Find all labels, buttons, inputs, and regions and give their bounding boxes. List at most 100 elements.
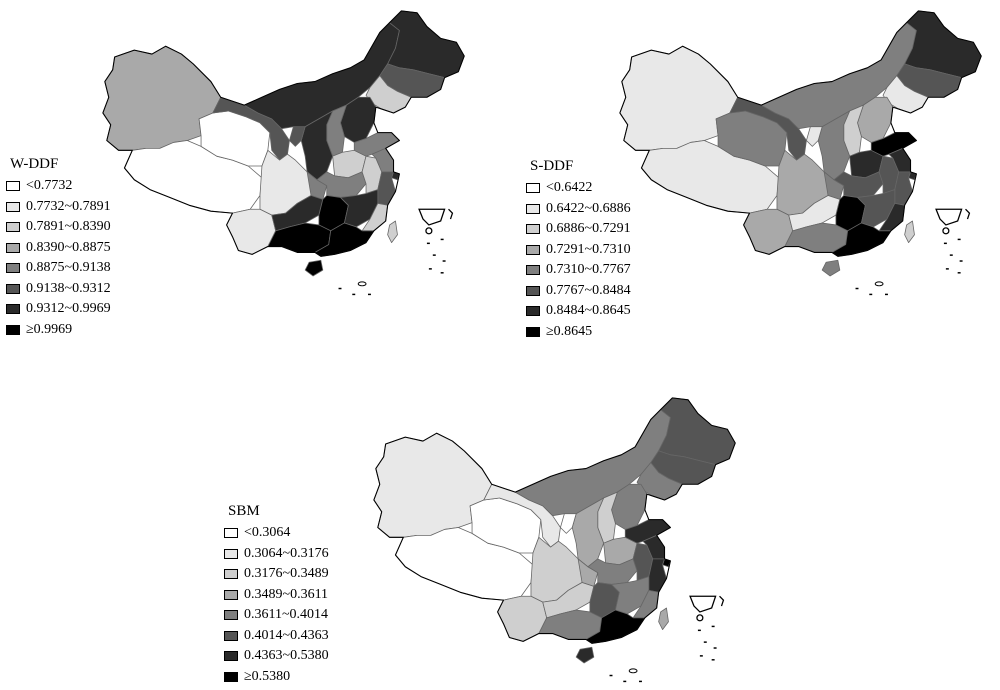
inset-island-arc — [719, 595, 725, 607]
legend-swatch — [526, 224, 540, 234]
south-sea-island-dash — [713, 647, 717, 649]
south-sea-island-dash — [699, 655, 703, 657]
south-sea-island-dash — [884, 293, 888, 296]
province-shaanxi — [817, 110, 851, 181]
legend-label: 0.7732~0.7891 — [26, 198, 111, 214]
legend-label: <0.7732 — [26, 178, 73, 193]
legend-swatch — [6, 201, 20, 212]
legend-swatch — [526, 265, 540, 275]
south-sea-island-dash — [432, 254, 436, 256]
south-sea-island-dash — [945, 268, 949, 270]
legend-label: 0.4363~0.5380 — [244, 648, 329, 663]
island-outline — [357, 281, 367, 287]
legend-label: 0.7291~0.7310 — [546, 241, 631, 257]
map-panel-w-ddf: W-DDF <0.7732 0.7732~0.7891 0.7891~0.8390 0… — [0, 0, 500, 360]
legend-entry: 0.8484~0.8645 — [526, 303, 631, 319]
legend-swatch — [224, 630, 238, 641]
legend-label: 0.7891~0.8390 — [26, 219, 111, 234]
legend-title: W-DDF — [10, 156, 59, 172]
legend-entry: 0.7291~0.7310 — [526, 242, 631, 258]
province-ningxia — [289, 126, 306, 147]
legend-swatch — [224, 651, 238, 661]
legend-entry: ≥0.5380 — [224, 669, 290, 685]
legend-label: <0.3064 — [244, 525, 291, 540]
south-sea-island-dash — [428, 268, 432, 270]
map-panel-s-ddf: S-DDF <0.6422 0.6422~0.6886 0.6886~0.7291 0… — [500, 0, 1000, 360]
inset-island-ring — [942, 227, 950, 235]
legend-entry: 0.8390~0.8875 — [6, 240, 111, 256]
south-sea-island-dash — [711, 625, 715, 628]
legend-label: 0.4014~0.4363 — [244, 627, 329, 643]
legend-label: 0.3064~0.3176 — [244, 545, 329, 561]
legend-label: 0.8875~0.9138 — [26, 260, 111, 275]
province-shaanxi — [300, 110, 334, 181]
legend-entry: <0.3064 — [224, 525, 290, 541]
legend-swatch — [6, 283, 20, 294]
legend-label: 0.8390~0.8875 — [26, 239, 111, 255]
island-outline — [628, 668, 638, 674]
legend-title: S-DDF — [530, 158, 574, 174]
south-sea-island-dash — [869, 293, 873, 296]
legend-swatch — [224, 610, 238, 620]
province-shaanxi — [571, 497, 605, 568]
legend-swatch — [526, 183, 540, 193]
legend-swatch — [6, 304, 20, 314]
legend-entry: 0.4363~0.5380 — [224, 648, 329, 664]
south-sea-island-dash — [943, 242, 947, 245]
legend-swatch — [6, 263, 20, 273]
legend-label: 0.9312~0.9969 — [26, 301, 111, 316]
legend-swatch — [6, 222, 20, 232]
province-chongqing — [306, 171, 328, 200]
island-outline — [874, 281, 884, 287]
legend-entry: 0.9312~0.9969 — [6, 301, 111, 317]
legend-swatch — [526, 326, 540, 337]
choropleth-map-sbm — [373, 397, 736, 683]
inset-island-arc — [965, 208, 971, 220]
legend-label: 0.3489~0.3611 — [244, 586, 329, 602]
province-hainan — [821, 259, 841, 277]
country-outline — [373, 397, 736, 644]
legend-label: 0.6886~0.7291 — [546, 221, 631, 236]
south-sea-island-dash — [426, 242, 430, 245]
legend-label: 0.6422~0.6886 — [546, 200, 631, 216]
south-sea-island-dash — [855, 287, 859, 290]
legend-entry: 0.8875~0.9138 — [6, 260, 111, 276]
south-sea-island-dash — [440, 238, 444, 241]
legend-entry: <0.7732 — [6, 178, 72, 194]
legend-entry: 0.7891~0.8390 — [6, 219, 111, 235]
legend-swatch — [224, 671, 238, 682]
legend-entry: <0.6422 — [526, 180, 592, 196]
legend-swatch — [6, 181, 20, 191]
legend-entry: ≥0.8645 — [526, 324, 592, 340]
inset-island-ring — [425, 227, 433, 235]
legend-label: ≥0.8645 — [546, 323, 593, 339]
legend-swatch — [6, 324, 20, 335]
legend-title: SBM — [228, 503, 260, 519]
country-outline — [102, 10, 465, 257]
legend-entry: 0.6422~0.6886 — [526, 201, 631, 217]
legend-swatch — [6, 242, 20, 253]
south-sea-island-dash — [440, 272, 444, 274]
legend-entry: 0.3064~0.3176 — [224, 546, 329, 562]
south-sea-island-dash — [957, 238, 961, 241]
legend-label: 0.9138~0.9312 — [26, 280, 111, 296]
south-sea-island-dash — [609, 674, 613, 677]
south-sea-inset-box — [935, 208, 963, 226]
legend-entry: 0.7310~0.7767 — [526, 262, 631, 278]
legend-label: 0.7310~0.7767 — [546, 262, 631, 277]
south-sea-island-dash — [697, 629, 701, 632]
province-chongqing — [577, 558, 599, 587]
legend-swatch — [526, 306, 540, 316]
south-sea-island-dash — [352, 293, 356, 296]
province-yunnan — [743, 208, 794, 255]
province-yunnan — [497, 595, 548, 642]
legend-swatch — [224, 548, 238, 559]
south-sea-island-dash — [957, 272, 961, 274]
province-hainan — [575, 646, 595, 664]
legend-entry: 0.7732~0.7891 — [6, 199, 111, 215]
province-chongqing — [823, 171, 845, 200]
province-ningxia — [806, 126, 823, 147]
legend-swatch — [526, 244, 540, 255]
province-taiwan — [904, 220, 915, 244]
province-yunnan — [226, 208, 277, 255]
